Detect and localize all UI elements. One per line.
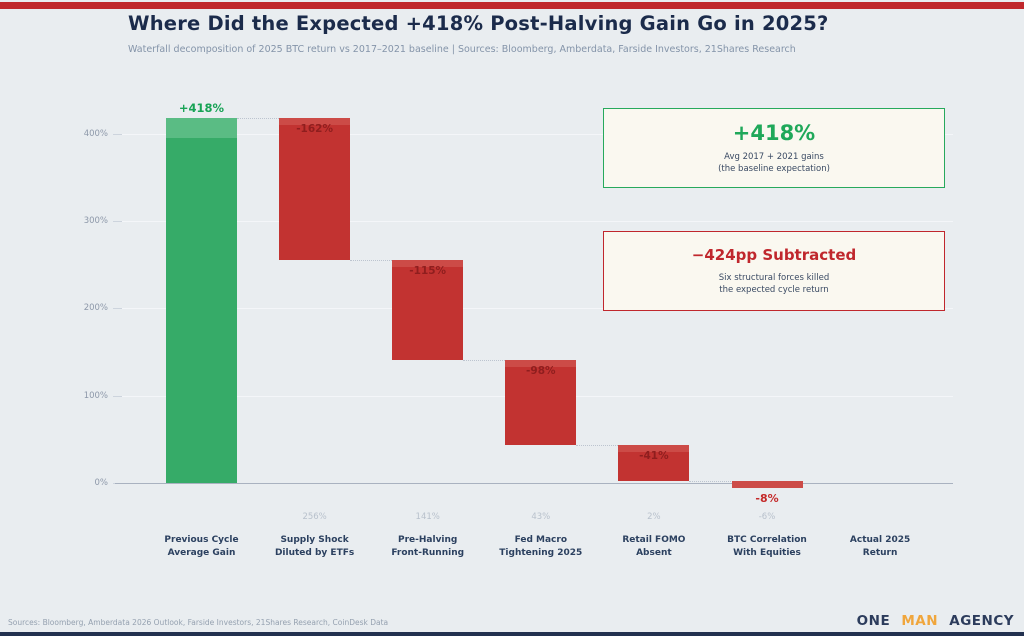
bar-category-label: Retail FOMO Absent: [622, 535, 686, 559]
bar-cumulative-label: 2%: [647, 512, 661, 522]
waterfall-bar-btc-correlation: [731, 481, 803, 489]
y-axis-tick-mark: [113, 308, 122, 310]
connector-line: [350, 259, 393, 261]
y-tick-label: 400%: [83, 128, 108, 139]
bar-value-label: +418%: [178, 101, 225, 116]
baseline-annotation-box: +418% Avg 2017 + 2021 gains (the baselin…: [603, 108, 945, 188]
gridline: [115, 221, 953, 223]
bottom-accent-bar: [0, 632, 1024, 636]
chart-subtitle: Waterfall decomposition of 2025 BTC retu…: [128, 44, 796, 55]
bar-category-label: Pre-Halving Front-Running: [391, 535, 465, 559]
top-accent-bar: [0, 2, 1024, 9]
bar-category-label: Actual 2025 Return: [849, 535, 911, 559]
bar-cumulative-label: 43%: [531, 512, 551, 522]
bar-category-label: BTC Correlation With Equities: [727, 535, 807, 559]
brand-logo: ONE MAN AGENCY: [851, 613, 1014, 629]
baseline-headline: +418%: [732, 120, 816, 145]
connector-line: [237, 118, 280, 120]
y-axis-tick-mark: [113, 221, 122, 223]
bar-category-label: Fed Macro Tightening 2025: [499, 535, 583, 559]
gridline: [115, 133, 953, 135]
chart-title: Where Did the Expected +418% Post-Halvin…: [128, 12, 829, 35]
bar-cumulative-label: 256%: [302, 512, 327, 522]
bar-category-label: Supply Shock Diluted by ETFs: [274, 535, 355, 559]
y-tick-label: 100%: [83, 390, 108, 401]
bar-top-highlight: [505, 359, 577, 367]
zero-axis-line: [115, 483, 953, 484]
y-axis-tick-mark: [113, 133, 122, 135]
bar-top-highlight: [731, 481, 803, 489]
bar-value-label: -98%: [526, 364, 556, 377]
waterfall-bar-fed-macro: [505, 359, 577, 446]
y-tick-label: 0%: [94, 478, 109, 488]
bar-value-label: -8%: [755, 492, 779, 506]
baseline-subtext-line2: (the baseline expectation): [718, 163, 830, 174]
y-axis-tick-mark: [113, 395, 122, 397]
subtracted-annotation-box: −424pp Subtracted Six structural forces …: [603, 231, 945, 311]
waterfall-bar-previous-cycle: [166, 118, 237, 483]
bar-cumulative-label: 141%: [415, 512, 440, 522]
bar-value-label: -162%: [296, 123, 333, 136]
connector-line: [463, 359, 506, 361]
bar-top-highlight: [392, 259, 464, 267]
bar-value-label: -41%: [639, 450, 669, 463]
brand-word-man: MAN: [901, 613, 939, 629]
y-tick-label: 200%: [83, 303, 108, 314]
gridline: [115, 308, 953, 310]
connector-line: [576, 445, 619, 447]
bar-top-highlight: [618, 445, 690, 453]
bar-cumulative-label: -6%: [758, 512, 776, 522]
subtracted-subtext-line2: the expected cycle return: [719, 284, 829, 295]
subtracted-headline: −424pp Subtracted: [691, 245, 857, 264]
waterfall-bar-pre-halving: [392, 259, 464, 360]
subtracted-subtext-line1: Six structural forces killed: [718, 272, 830, 283]
waterfall-bar-supply-shock: [279, 118, 351, 260]
bar-top-highlight: [279, 118, 351, 126]
footer-sources: Sources: Bloomberg, Amberdata 2026 Outlo…: [8, 618, 389, 627]
bar-top-highlight: [166, 118, 237, 139]
connector-line: [689, 481, 732, 483]
baseline-subtext-line1: Avg 2017 + 2021 gains: [724, 151, 824, 162]
bar-value-label: -115%: [409, 264, 447, 277]
brand-word-agency: AGENCY: [949, 613, 1014, 629]
y-tick-label: 300%: [83, 216, 108, 227]
waterfall-bar-retail-fomo: [618, 445, 690, 482]
bar-category-label: Previous Cycle Average Gain: [164, 535, 239, 559]
brand-word-one: ONE: [856, 613, 891, 629]
